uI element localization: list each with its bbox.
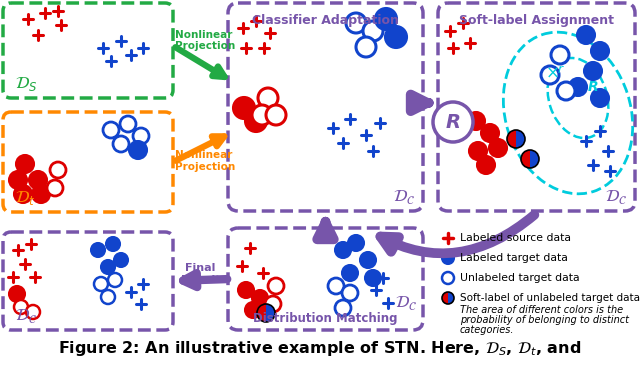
Circle shape [103,122,119,138]
Circle shape [375,8,397,30]
Circle shape [26,305,40,319]
Wedge shape [507,130,516,148]
Text: $\mathcal{D}_{\mathcal{C}}$: $\mathcal{D}_{\mathcal{C}}$ [395,294,417,312]
Circle shape [467,112,485,130]
Circle shape [365,270,381,286]
Text: R: R [588,80,598,94]
Circle shape [101,290,115,304]
Circle shape [328,278,344,294]
Circle shape [489,139,507,157]
Text: Labeled source data: Labeled source data [460,233,571,243]
Circle shape [356,37,376,57]
Circle shape [266,105,286,125]
Text: $\mathcal{D}_{\mathcal{C}}$: $\mathcal{D}_{\mathcal{C}}$ [393,188,415,206]
Text: Distribution Matching: Distribution Matching [253,312,397,325]
Circle shape [265,296,281,312]
Circle shape [29,171,47,189]
Circle shape [113,136,129,152]
Circle shape [9,286,25,302]
Wedge shape [257,304,266,322]
Circle shape [591,89,609,107]
Circle shape [252,105,272,125]
Circle shape [541,66,559,84]
Circle shape [268,278,284,294]
Text: $\mathcal{D}_{\mathcal{C}}$: $\mathcal{D}_{\mathcal{C}}$ [605,188,627,206]
Circle shape [245,110,267,132]
Circle shape [442,252,454,264]
FancyBboxPatch shape [228,3,423,211]
FancyBboxPatch shape [438,3,635,211]
Text: R: R [445,113,461,131]
Circle shape [335,300,351,316]
Text: $\mathcal{D}_S$: $\mathcal{D}_S$ [15,75,38,93]
Circle shape [120,116,136,132]
Circle shape [106,237,120,251]
Circle shape [346,13,366,33]
Circle shape [129,141,147,159]
Text: ×: × [546,65,560,83]
Circle shape [477,156,495,174]
Circle shape [238,282,254,298]
Circle shape [133,128,149,144]
Circle shape [94,277,108,291]
Circle shape [14,185,32,203]
Circle shape [9,171,27,189]
Text: probability of belonging to distinct: probability of belonging to distinct [460,315,629,325]
Text: $\mathcal{D}_{\mathcal{C}}$: $\mathcal{D}_{\mathcal{C}}$ [15,307,37,325]
Circle shape [348,235,364,251]
Text: Nonlinear
Projection: Nonlinear Projection [175,150,236,172]
Circle shape [551,46,569,64]
Circle shape [342,265,358,281]
Circle shape [569,78,587,96]
Circle shape [50,162,66,178]
Circle shape [577,26,595,44]
Wedge shape [448,292,454,304]
Text: Nonlinear
Projection: Nonlinear Projection [175,30,236,51]
Wedge shape [530,150,539,168]
Circle shape [335,242,351,258]
Wedge shape [521,150,530,168]
Text: Final
Result: Final Result [180,263,220,284]
FancyBboxPatch shape [228,228,423,330]
Text: Unlabeled target data: Unlabeled target data [460,273,580,283]
Text: Labeled target data: Labeled target data [460,253,568,263]
Circle shape [360,252,376,268]
Circle shape [258,88,278,108]
Circle shape [91,243,105,257]
Circle shape [233,97,255,119]
Text: Soft-label Assignment: Soft-label Assignment [459,14,614,27]
Circle shape [252,290,268,306]
Circle shape [16,155,34,173]
Wedge shape [266,304,275,322]
Text: r: r [558,63,563,76]
Wedge shape [442,292,448,304]
Circle shape [385,26,407,48]
Text: $\mathcal{D}_t$: $\mathcal{D}_t$ [15,189,35,207]
Circle shape [32,185,50,203]
Wedge shape [516,130,525,148]
Circle shape [557,82,575,100]
FancyBboxPatch shape [3,3,173,98]
Circle shape [584,62,602,80]
Text: categories.: categories. [460,325,515,335]
Text: Figure 2: An illustrative example of STN. Here, $\mathcal{D}_S$, $\mathcal{D}_t$: Figure 2: An illustrative example of STN… [58,338,582,357]
FancyBboxPatch shape [3,232,173,330]
Circle shape [433,102,473,142]
Circle shape [108,273,122,287]
Circle shape [101,260,115,274]
Circle shape [47,180,63,196]
Circle shape [342,285,358,301]
Text: The area of different colors is the: The area of different colors is the [460,305,623,315]
Circle shape [481,124,499,142]
Text: Classifier Adaptation: Classifier Adaptation [252,14,399,27]
Circle shape [363,21,383,41]
Circle shape [114,253,128,267]
Circle shape [14,300,28,314]
Circle shape [591,42,609,60]
Circle shape [245,302,261,318]
Text: Soft-label of unlabeled target data:: Soft-label of unlabeled target data: [460,293,640,303]
FancyBboxPatch shape [3,112,173,212]
Circle shape [469,142,487,160]
Circle shape [442,272,454,284]
